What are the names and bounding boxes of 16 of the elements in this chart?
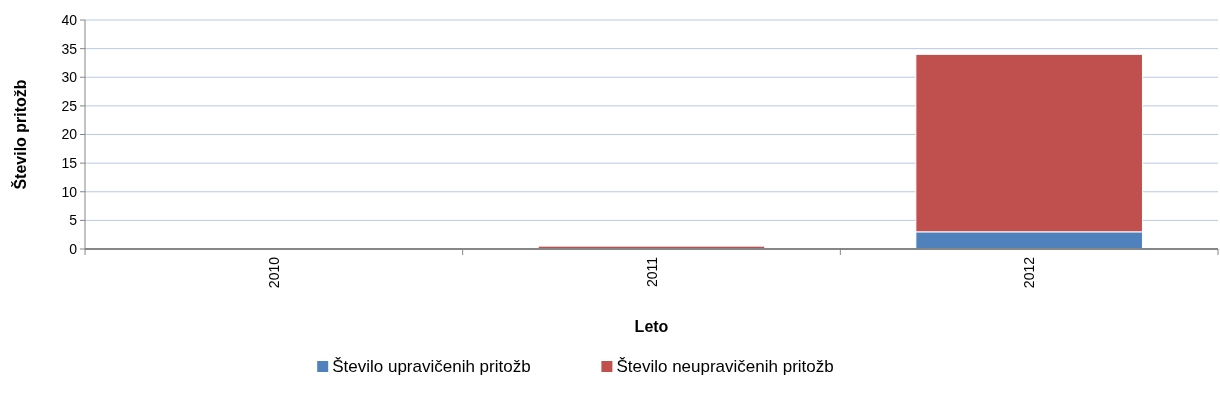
y-axis-title: Število pritožb [11,79,29,190]
y-tick-label: 30 [61,69,78,86]
y-tick-label: 5 [69,212,78,229]
legend-label: Število neupravičenih pritožb [616,357,834,376]
x-axis-title: Leto [634,318,669,335]
x-tick-label: 2010 [265,256,282,289]
legend-label: Število upravičenih pritožb [332,357,531,376]
y-tick-label: 40 [61,11,78,28]
y-tick-label: 0 [69,240,78,257]
y-tick-label: 25 [61,97,78,114]
y-tick-label: 10 [61,183,78,200]
x-tick-label: 2012 [1021,256,1038,289]
x-tick-label: 2011 [643,256,660,288]
y-tick-label: 20 [61,126,78,143]
y-tick-label: 15 [61,155,78,172]
y-tick-label: 35 [61,40,78,57]
